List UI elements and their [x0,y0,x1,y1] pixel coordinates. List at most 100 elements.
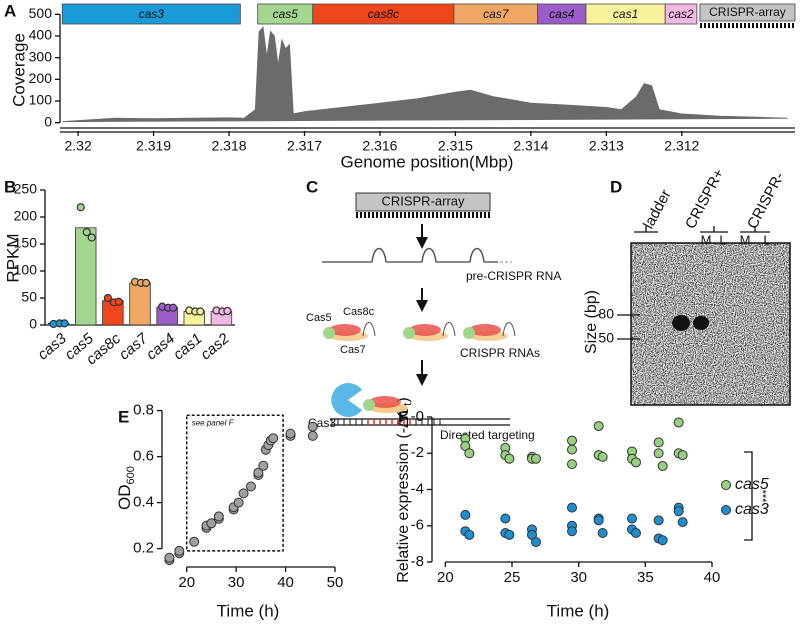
y-tick-label: 0 [44,113,52,129]
gene [664,3,698,25]
protein-label: Cas7 [340,344,366,356]
point [677,450,688,461]
x-tick-label: 50 [327,574,344,591]
significance-label: *** [756,490,768,504]
point [213,511,224,522]
band [693,316,709,330]
point [673,506,684,517]
sublane-label: L [719,232,726,247]
y-tick-label: -6 [411,517,424,534]
replicate-dot [76,203,85,212]
y-axis-label-sub: 600 [125,466,137,484]
point [677,517,688,528]
sublane-label: L [763,232,770,247]
replicate-dot [103,293,112,303]
x-tick-label: 2.317 [287,138,322,154]
legend-label: cas5 [735,476,769,493]
panel-label: D [610,177,622,196]
point [627,513,637,524]
point [653,437,664,448]
point [597,451,608,462]
array-label: CRISPR-array [381,193,465,208]
y-tick-label: -8 [411,553,424,570]
y-tick-label: 0.6 [133,448,154,465]
point [504,453,515,464]
sublane-label: M [740,232,751,247]
y-tick-label: 0.8 [133,402,154,419]
pre-rna-label: pre-CRISPR RNA [466,269,561,283]
y-tick-label: -4 [411,480,424,497]
band [672,315,690,331]
x-tick-label: 2.313 [589,138,624,154]
point [164,552,175,563]
y-tick-label: 50 [21,289,37,305]
gel-y-label: Size (bp) [583,290,600,354]
panel-label: B [4,177,16,196]
point [460,509,471,520]
replicate-dot [141,278,151,287]
gene-label: cas2 [668,7,694,21]
point [464,448,475,459]
sublane-label: M [701,232,712,247]
x-tick-label: 2.318 [212,138,247,154]
point [531,537,541,548]
bar [75,227,97,326]
x-tick-label: 40 [277,574,294,591]
point [307,430,318,441]
point [531,453,541,464]
gene-label: CRISPR-array [709,5,786,19]
x-tick-label: 30 [228,574,245,591]
gene-label: cas8c [368,7,399,21]
y-tick-label: 500 [29,5,53,21]
point [233,497,244,508]
marker-label: 80 [598,306,614,322]
point [504,529,515,540]
point [253,467,264,478]
point [307,421,318,432]
y-axis-label: RPKM [3,233,22,282]
marker-ticks [617,314,640,340]
y-tick-label: 250 [14,181,38,197]
hairpins [371,247,485,263]
point [285,428,296,439]
replicate-dot [87,233,96,242]
protein-label: Cas8c [343,306,375,318]
y-tick-label: 200 [14,208,38,224]
lane-label: CRISPR+ [682,166,728,232]
replicate-dot [223,306,232,316]
lane-label: ladder [640,187,675,232]
point [567,444,577,455]
box-annotation: see panel F [192,418,235,427]
legend-marker [721,505,731,515]
x-tick-label: 20 [437,569,454,586]
gene-label: cas4 [549,7,575,21]
y-tick-label: 0 [29,316,37,332]
y-axis-label-main: OD [115,484,134,510]
point [189,536,200,547]
target-site [367,419,411,425]
mature-label: CRISPR RNAs [460,346,540,360]
legend-label: cas3 [735,501,769,518]
protein-label: Cas5 [306,312,332,324]
replicate-dot [114,297,123,306]
replicate-dot [82,228,91,237]
x-axis-label: Time (h) [217,601,280,620]
gel-frame [630,242,791,406]
point [258,460,269,471]
point [238,488,249,499]
targeting-label: Directed targeting [440,428,535,442]
lane-brackets [634,226,770,233]
panel-label: C [306,177,318,196]
y-tick-label: -0 [411,408,424,425]
point [631,528,641,538]
x-axis-label: Genome position(Mbp) [341,152,514,171]
diagram: CRISPR-array pre-CRISPR RNA Cas5 Cas8c C… [306,192,561,442]
gene-label: cas7 [483,7,510,21]
panel-label: A [4,1,16,20]
x-tick-label: 20 [178,574,195,591]
panel-label: E [118,407,129,426]
cas3-shape [331,383,362,417]
y-tick-label: -2 [411,444,424,461]
gene [61,3,241,25]
x-tick-label: cas2 [197,330,233,364]
